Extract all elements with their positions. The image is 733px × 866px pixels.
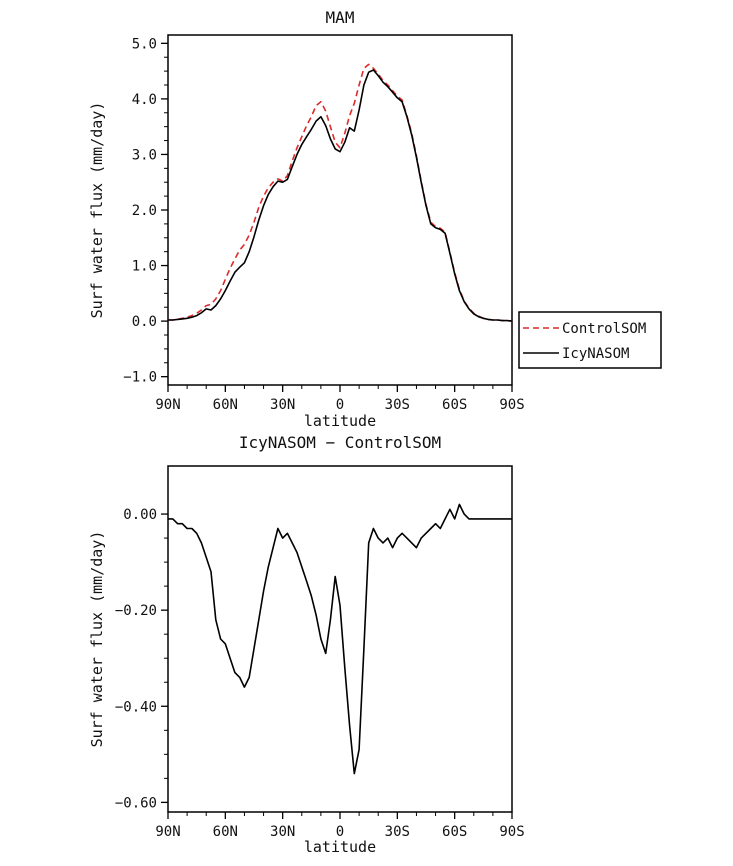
x-tick-label: 60N	[213, 824, 238, 840]
top-chart-title: MAM	[325, 8, 355, 27]
x-axis-ticks: 90N 60N 30N 0 30S 60S 90S	[155, 812, 525, 840]
y-tick-label: 5.0	[132, 36, 157, 52]
legend-entry-label: IcyNASOM	[562, 346, 629, 362]
y-tick-label: −1.0	[123, 370, 157, 386]
x-tick-label: 0	[336, 397, 344, 413]
legend: ControlSOM IcyNASOM	[518, 311, 662, 369]
x-tick-label: 0	[336, 824, 344, 840]
chart-0: 90N 60N 30N 0 30S 60S 90S −1.0 0.0 1.0 2.0 3.0 4.0 5.…	[123, 34, 662, 413]
y-axis-ticks: −1.0 0.0 1.0 2.0 3.0 4.0 5.0	[123, 36, 168, 386]
x-tick-label: 60S	[442, 397, 467, 413]
x-tick-label: 90N	[155, 824, 180, 840]
y-tick-label: −0.60	[115, 795, 157, 811]
x-axis-ticks: 90N 60N 30N 0 30S 60S 90S	[155, 385, 525, 413]
top-chart-x-axis-label: latitude	[303, 412, 377, 430]
y-tick-label: 3.0	[132, 147, 157, 163]
legend-entry-label: ControlSOM	[562, 321, 646, 337]
series-line-IcyNASOM	[168, 69, 513, 322]
series-line-ControlSOM	[168, 63, 513, 322]
plot-frame	[167, 34, 513, 386]
y-tick-label: −0.40	[115, 699, 157, 715]
series-line-IcyNASOM-ControlSOM	[168, 503, 512, 775]
bottom-chart-title: IcyNASOM − ControlSOM	[238, 433, 442, 452]
x-tick-label: 90S	[499, 824, 524, 840]
x-tick-label: 60S	[442, 824, 467, 840]
y-tick-label: 0.00	[123, 507, 157, 523]
bottom-chart-x-axis-label: latitude	[303, 838, 377, 856]
y-tick-label: 2.0	[132, 203, 157, 219]
y-tick-label: −0.20	[115, 603, 157, 619]
y-tick-label: 1.0	[132, 259, 157, 275]
x-tick-label: 90S	[499, 397, 524, 413]
x-tick-label: 30S	[385, 397, 410, 413]
y-tick-label: 0.0	[132, 314, 157, 330]
y-axis-ticks: 0.00 −0.20 −0.40 −0.60	[115, 507, 168, 811]
x-tick-label: 30N	[270, 397, 295, 413]
chart-1: 90N 60N 30N 0 30S 60S 90S 0.00 −0.20 −0.40 −0.60	[115, 465, 525, 840]
x-tick-label: 30S	[385, 824, 410, 840]
x-tick-label: 30N	[270, 824, 295, 840]
x-tick-label: 60N	[213, 397, 238, 413]
x-tick-label: 90N	[155, 397, 180, 413]
y-tick-label: 4.0	[132, 92, 157, 108]
plot-frame	[167, 465, 513, 813]
legend-box	[518, 311, 662, 369]
